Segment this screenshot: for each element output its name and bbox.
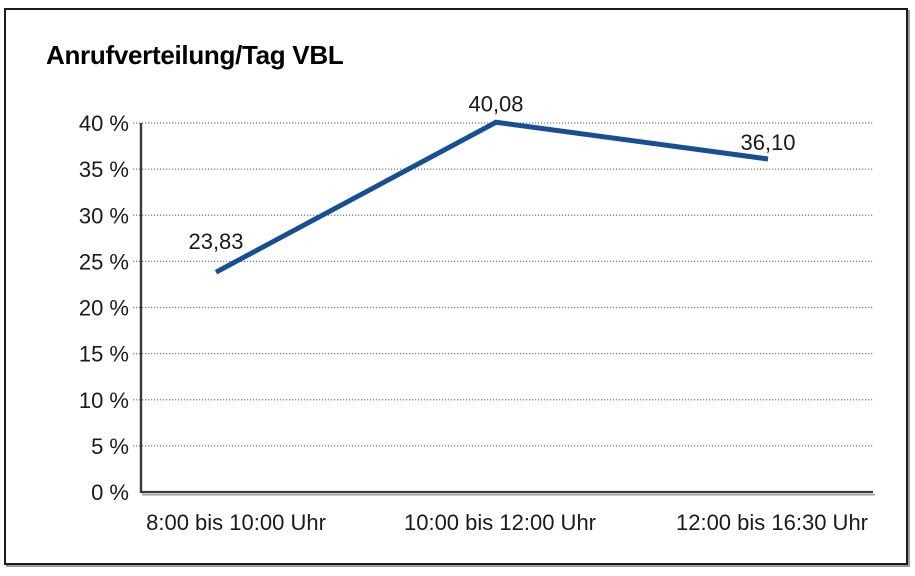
y-tick-label: 15 % bbox=[79, 342, 129, 367]
data-point-label: 40,08 bbox=[468, 91, 523, 116]
x-category-label: 10:00 bis 12:00 Uhr bbox=[404, 510, 596, 535]
data-line bbox=[214, 119, 769, 275]
y-tick-label: 35 % bbox=[79, 157, 129, 182]
x-category-label: 8:00 bis 10:00 Uhr bbox=[146, 510, 326, 535]
y-tick-label: 5 % bbox=[91, 434, 129, 459]
chart-title: Anrufverteilung/Tag VBL bbox=[46, 40, 344, 70]
y-tick-label: 0 % bbox=[91, 480, 129, 505]
y-tick-label: 10 % bbox=[79, 388, 129, 413]
chart-frame: Anrufverteilung/Tag VBL bbox=[4, 8, 908, 565]
y-tick-label: 20 % bbox=[79, 296, 129, 321]
data-point-label: 23,83 bbox=[188, 229, 243, 254]
y-tick-label: 30 % bbox=[79, 203, 129, 228]
y-tick-label: 25 % bbox=[79, 249, 129, 274]
x-category-label: 12:00 bis 16:30 Uhr bbox=[676, 510, 868, 535]
data-point-label: 36,10 bbox=[740, 130, 795, 155]
y-tick-label: 40 % bbox=[79, 111, 129, 136]
